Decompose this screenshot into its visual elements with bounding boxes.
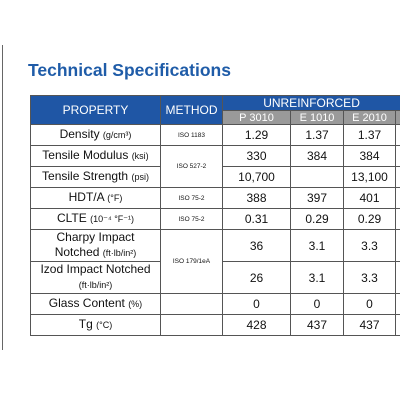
- value-cell: [394, 261, 400, 294]
- value-cell: 3.3: [343, 261, 396, 294]
- property-name: Tensile Modulus: [42, 148, 129, 162]
- method-cell: ISO 75-2: [160, 208, 223, 230]
- property-name: HDT/A: [68, 190, 104, 204]
- property-name: Glass Content: [48, 296, 125, 310]
- spec-row: Density (g/cm³) ISO 1183 1.29 1.37 1.37: [30, 124, 400, 146]
- value-cell: [394, 293, 400, 315]
- value-cell: 0.29: [343, 208, 396, 230]
- value-cell: 0: [290, 293, 344, 315]
- value-cell: 3.3: [343, 229, 396, 262]
- property-cell: Charpy Impact Notched (ft·lb/in²): [30, 229, 161, 262]
- property-unit: (g/cm³): [102, 130, 132, 140]
- column-header: METHOD: [160, 95, 223, 125]
- value-cell: 437: [343, 314, 396, 336]
- property-cell: CLTE (10⁻⁴ °F⁻¹): [30, 208, 161, 230]
- value-cell: 1.37: [290, 124, 344, 146]
- value-cell: 0: [343, 293, 396, 315]
- property-unit: (ft·lb/in²): [102, 248, 137, 258]
- value-cell: 397: [290, 187, 344, 209]
- value-cell: [394, 229, 400, 262]
- property-cell: Density (g/cm³): [30, 124, 161, 146]
- property-unit: (psi): [131, 172, 149, 182]
- property-cell: Tensile Strength (psi): [30, 166, 161, 188]
- property-name: Izod Impact Notched: [40, 262, 151, 276]
- spec-row: Izod Impact Notched (ft·lb/in²) 26 3.1 3.3: [30, 261, 400, 294]
- value-cell: 384: [343, 145, 396, 167]
- value-cell: 1.37: [343, 124, 396, 146]
- property-cell: Tensile Modulus (ksi): [30, 145, 161, 167]
- value-cell: [394, 314, 400, 336]
- method-cell: [160, 293, 223, 315]
- property-name: Tg: [78, 317, 93, 331]
- spec-row: Charpy Impact Notched (ft·lb/in²) ISO 179…: [30, 229, 400, 294]
- value-cell: 26: [222, 261, 291, 294]
- value-cell: 428: [222, 314, 291, 336]
- column-header: PROPERTY: [30, 95, 161, 125]
- value-cell: 10,700: [222, 166, 291, 188]
- value-cell: 437: [290, 314, 344, 336]
- property-unit: (ksi): [131, 151, 149, 161]
- property-name: Tensile Strength: [42, 169, 129, 183]
- grade-header: P 3010: [222, 110, 291, 125]
- spec-row: CLTE (10⁻⁴ °F⁻¹) ISO 75-2 0.31 0.29 0.29: [30, 208, 400, 230]
- spec-row: Tg (°C) 428 437 437: [30, 314, 400, 336]
- method-cell: ISO 1183: [160, 124, 223, 146]
- property-cell: Izod Impact Notched (ft·lb/in²): [30, 261, 161, 294]
- value-cell: [394, 124, 400, 146]
- property-cell: HDT/A (°F): [30, 187, 161, 209]
- property-name: CLTE: [56, 211, 87, 225]
- title: Technical Specifications: [28, 60, 231, 80]
- value-cell: 13,100: [343, 166, 396, 188]
- value-cell: 388: [222, 187, 291, 209]
- method-cell: [160, 314, 223, 336]
- value-cell: 401: [343, 187, 396, 209]
- divider-line: [2, 45, 3, 350]
- value-cell: 1.29: [222, 124, 291, 146]
- property-name: Charpy Impact Notched: [54, 230, 135, 259]
- spec-table: PROPERTY METHOD UNREINFORCED P 3010 E 101…: [30, 95, 400, 336]
- property-unit: (°F): [107, 193, 123, 203]
- group-header: UNREINFORCED: [221, 95, 400, 111]
- value-cell: 384: [290, 145, 344, 167]
- grade-header: E 1010: [290, 110, 344, 125]
- grade-header: [394, 110, 400, 125]
- spec-row: Tensile Modulus (ksi) ISO 527-2 330 384 384: [30, 145, 400, 188]
- method-cell: ISO 75-2: [160, 187, 223, 209]
- spec-row: HDT/A (°F) ISO 75-2 388 397 401: [30, 187, 400, 209]
- property-cell: Glass Content (%): [30, 293, 161, 315]
- value-cell: [290, 166, 344, 188]
- spec-row: Glass Content (%) 0 0 0: [30, 293, 400, 315]
- value-cell: [394, 187, 400, 209]
- value-cell: 3.1: [290, 229, 344, 262]
- value-cell: 330: [222, 145, 291, 167]
- value-cell: 0.29: [290, 208, 344, 230]
- value-cell: [394, 208, 400, 230]
- property-unit: (°C): [96, 320, 113, 330]
- property-unit: (ft·lb/in²): [78, 280, 113, 290]
- grade-header: E 2010: [343, 110, 396, 125]
- property-unit: (10⁻⁴ °F⁻¹): [90, 214, 135, 224]
- property-unit: (%): [128, 299, 143, 309]
- value-cell: [394, 166, 400, 188]
- method-cell: ISO 527-2: [160, 145, 223, 188]
- value-cell: 0.31: [222, 208, 291, 230]
- value-cell: 36: [222, 229, 291, 262]
- method-cell: ISO 179/1eA: [160, 229, 223, 294]
- value-cell: 3.1: [290, 261, 344, 294]
- value-cell: [394, 145, 400, 167]
- property-cell: Tg (°C): [30, 314, 161, 336]
- property-name: Density: [59, 127, 100, 141]
- value-cell: 0: [222, 293, 291, 315]
